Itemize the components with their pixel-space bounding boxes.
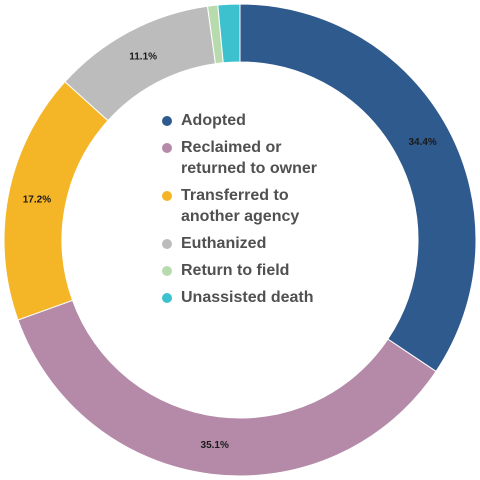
legend-swatch [162,116,172,126]
donut-slice-6 [217,3,241,64]
legend-swatch [162,191,172,201]
legend-item: Unassisted death [160,287,340,308]
legend-label: Adopted [181,112,246,129]
legend-item: Reclaimed or returned to owner [160,137,340,179]
legend-item: Transferred to another agency [160,185,340,227]
donut-slice-1 [239,3,477,373]
legend-label: Unassisted death [181,289,314,306]
legend-label: Reclaimed or returned to owner [181,139,318,177]
donut-slice-2 [17,299,437,477]
slice-value-label: 35.1% [201,440,229,451]
legend-swatch [162,293,172,303]
slice-value-label: 11.1% [129,52,157,63]
legend-item: Euthanized [160,233,340,254]
legend-label: Return to field [181,262,290,279]
legend-item: Return to field [160,260,340,281]
legend-item: Adopted [160,110,340,131]
slice-value-label: 34.4% [408,137,436,148]
legend-swatch [162,266,172,276]
legend-label: Euthanized [181,235,267,252]
slice-value-label: 17.2% [23,195,51,206]
legend-label: Transferred to another agency [181,187,300,225]
legend-swatch [162,143,172,153]
donut-slice-3 [3,81,109,321]
legend-swatch [162,239,172,249]
chart-legend: Adopted Reclaimed or returned to owner Tra… [160,110,340,314]
